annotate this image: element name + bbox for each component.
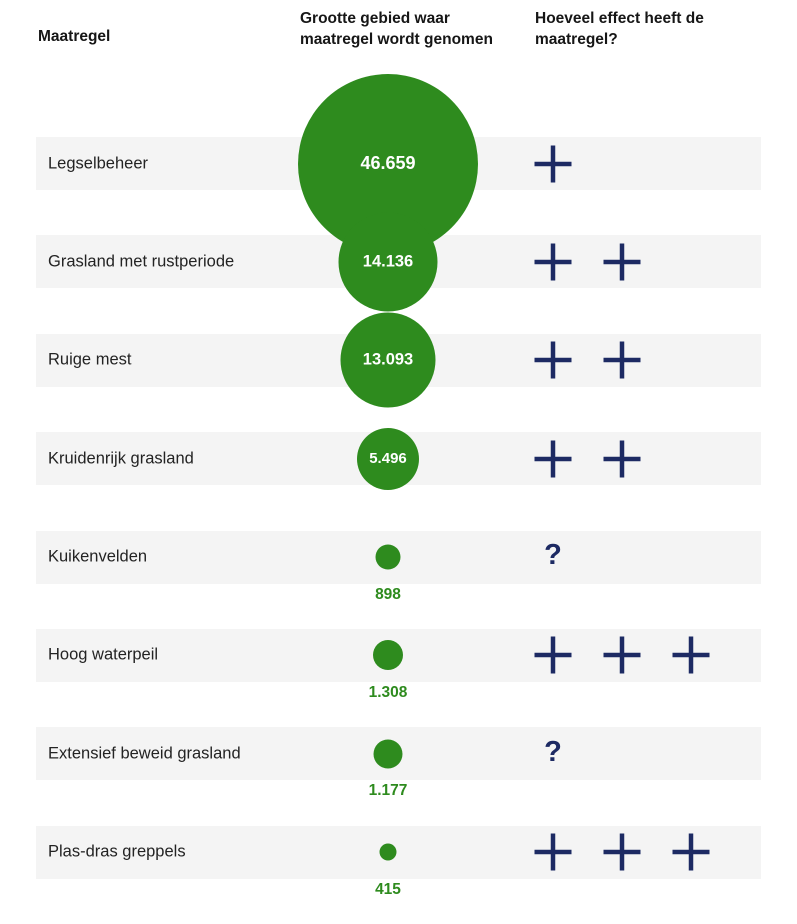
effect-icons — [534, 629, 710, 682]
area-bubble: 13.093 — [340, 312, 436, 408]
bubble-value-below: 415 — [375, 880, 401, 898]
plus-icon — [672, 636, 710, 674]
effect-icons — [534, 235, 641, 288]
question-mark-icon: ? — [544, 735, 562, 768]
measure-label: Plas-dras greppels — [48, 842, 186, 861]
bubble-value: 14.136 — [362, 252, 414, 271]
column-header-effect: Hoeveel effect heeft de maatregel? — [535, 10, 704, 48]
area-bubble: 5.496 — [357, 427, 419, 490]
area-bubble: 1.177 — [373, 739, 403, 769]
plus-icon — [603, 833, 641, 871]
plus-icon — [534, 145, 572, 182]
plus-icon — [534, 833, 572, 871]
effect-icons — [534, 334, 641, 387]
plus-icon — [534, 243, 572, 281]
rows-container: Legselbeheer 46.659 46.659 Grasland met … — [0, 73, 797, 924]
table-row: Kuikenvelden 898 898 ? — [36, 530, 761, 603]
effect-icons: ? — [534, 727, 572, 780]
table-row: Ruige mest 13.093 13.093 — [36, 312, 761, 408]
plus-icon — [672, 833, 710, 871]
effect-icons — [534, 826, 710, 879]
area-bubble: 14.136 — [338, 212, 438, 312]
column-header-measure: Maatregel — [38, 28, 111, 45]
table-row: Hoog waterpeil 1.308 1.308 — [36, 628, 761, 701]
measure-label: Ruige mest — [48, 350, 132, 369]
bubble-value: 5.496 — [369, 450, 407, 468]
plus-icon — [534, 341, 572, 379]
plus-icon — [534, 636, 572, 674]
bubble-value-below: 1.308 — [368, 683, 408, 701]
plus-icon — [534, 440, 572, 478]
plus-icon — [603, 243, 641, 281]
table-row: Kruidenrijk grasland 5.496 5.496 — [36, 427, 761, 490]
measure-label: Legselbeheer — [48, 154, 148, 172]
measure-label: Extensief beweid grasland — [48, 744, 241, 763]
effect-icons — [534, 432, 641, 485]
plus-icon — [603, 440, 641, 478]
measure-label: Hoog waterpeil — [48, 645, 159, 664]
measure-label: Kruidenrijk grasland — [48, 449, 194, 468]
question-mark-icon: ? — [544, 539, 562, 572]
area-bubble: 898 — [375, 544, 401, 570]
effect-icons: ? — [534, 531, 572, 584]
bubble-value-below: 898 — [375, 585, 401, 603]
plus-icon — [603, 636, 641, 674]
table-row: Legselbeheer 46.659 46.659 — [36, 73, 761, 254]
effect-icons — [534, 137, 572, 190]
measure-label: Kuikenvelden — [48, 547, 148, 566]
plus-icon — [603, 341, 641, 379]
table-row: Extensief beweid grasland 1.177 1.177 ? — [36, 727, 761, 799]
column-header-size: Grootte gebied waar maatregel wordt geno… — [300, 10, 493, 48]
bubble-value: 13.093 — [362, 350, 414, 369]
area-bubble: 415 — [379, 843, 397, 861]
table-row: Plas-dras greppels 415 415 — [36, 825, 761, 898]
bubble-value-below: 1.177 — [368, 782, 408, 800]
area-bubble: 1.308 — [373, 640, 403, 671]
table-row: Grasland met rustperiode 14.136 14.136 — [36, 212, 761, 312]
measure-label: Grasland met rustperiode — [48, 252, 235, 271]
bubble-value: 46.659 — [360, 153, 416, 173]
